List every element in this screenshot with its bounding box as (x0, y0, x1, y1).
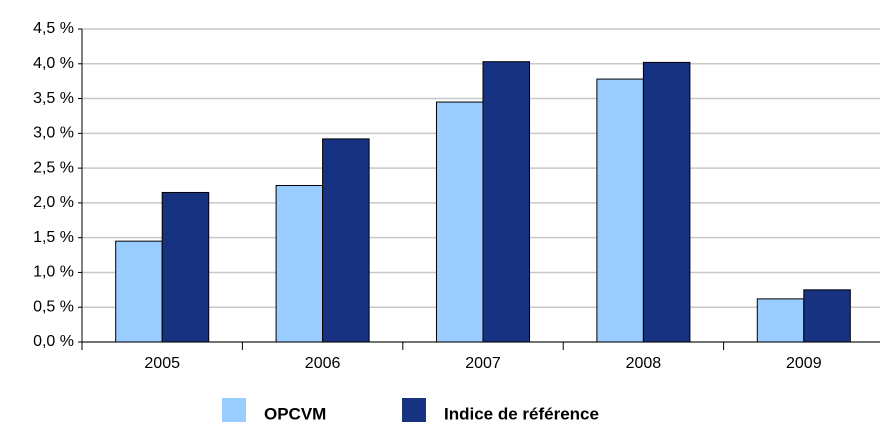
y-tick-label: 1,5 % (33, 229, 74, 246)
x-tick-label: 2009 (786, 355, 822, 372)
y-tick-label: 3,0 % (33, 125, 74, 142)
bar (803, 289, 851, 343)
y-tick-label: 4,0 % (33, 55, 74, 72)
legend-label: Indice de référence (444, 404, 599, 423)
x-tick-label: 2006 (305, 355, 341, 372)
x-tick-label: 2008 (626, 355, 662, 372)
bar (642, 61, 691, 343)
y-tick-label: 2,0 % (33, 194, 74, 211)
y-tick-label: 2,5 % (33, 159, 74, 176)
y-tick-label: 4,5 % (33, 20, 74, 37)
legend-swatch (222, 398, 246, 422)
bar (275, 185, 324, 343)
bar (161, 191, 210, 343)
bar (596, 78, 644, 343)
x-tick-label: 2005 (144, 355, 180, 372)
y-tick-label: 0,5 % (33, 298, 74, 315)
bar (115, 240, 163, 343)
legend-swatch (402, 398, 426, 422)
y-tick-label: 1,0 % (33, 264, 74, 281)
x-tick-label: 2007 (465, 355, 501, 372)
bar (482, 61, 531, 343)
legend-label: OPCVM (264, 404, 326, 423)
bar (435, 101, 484, 343)
y-tick-label: 3,5 % (33, 90, 74, 107)
bar (322, 138, 370, 343)
y-tick-label: 0,0 % (33, 333, 74, 350)
bar (756, 298, 805, 343)
